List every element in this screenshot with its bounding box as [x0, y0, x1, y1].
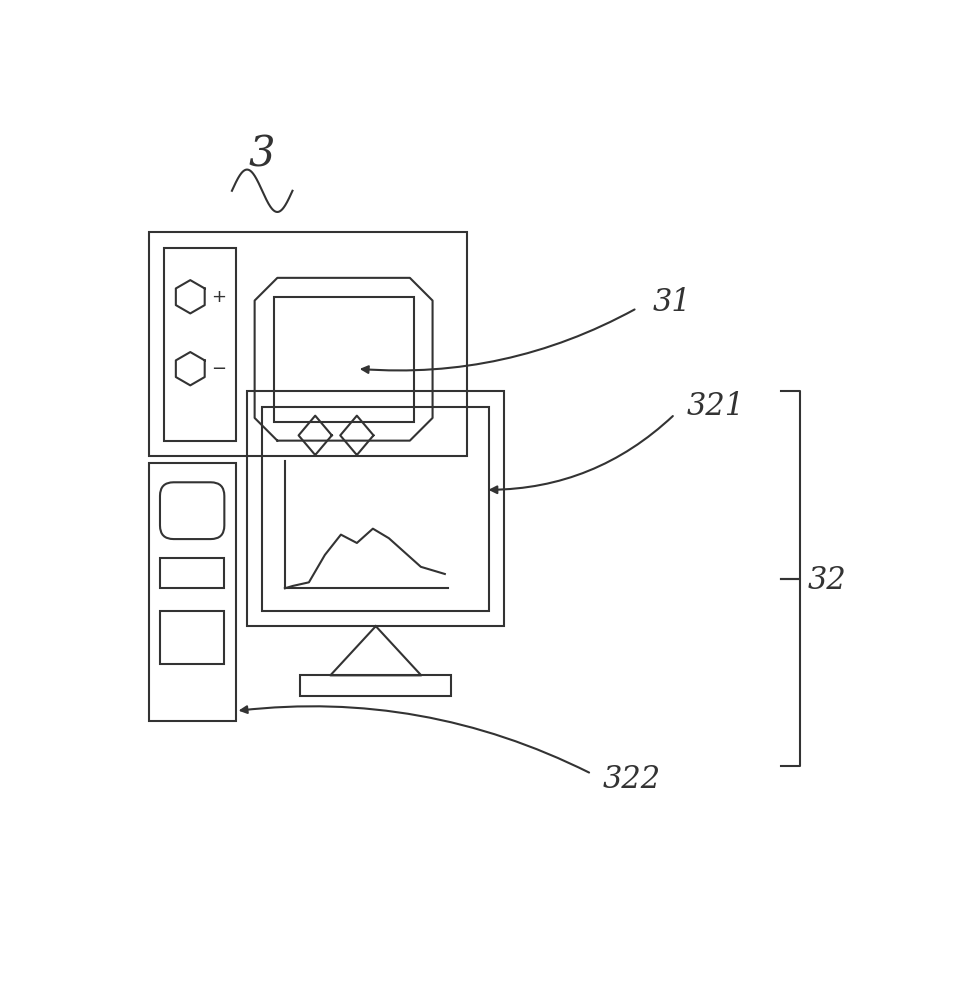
Bar [160, 611, 225, 664]
Text: 3: 3 [249, 133, 276, 175]
Text: 32: 32 [807, 565, 846, 596]
Text: 322: 322 [603, 764, 661, 795]
Bar [262, 407, 489, 611]
Text: 321: 321 [686, 391, 744, 422]
Bar [247, 391, 504, 626]
Bar [149, 232, 467, 456]
Text: 31: 31 [653, 287, 691, 318]
Text: +: + [212, 288, 227, 306]
Bar [300, 675, 451, 696]
Bar [164, 248, 235, 441]
Bar [274, 297, 413, 422]
Text: −: − [211, 360, 227, 378]
Bar [149, 463, 235, 721]
Bar [160, 558, 225, 588]
